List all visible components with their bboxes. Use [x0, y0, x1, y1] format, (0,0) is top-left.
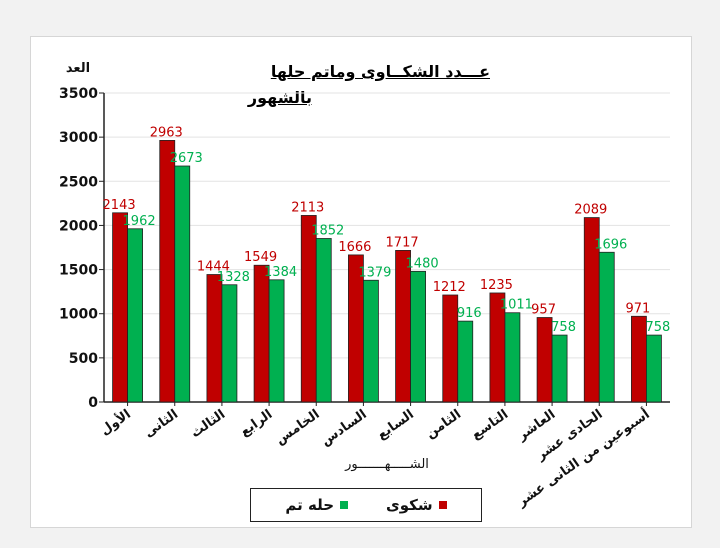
data-label-complaints: 2963	[150, 125, 183, 140]
x-tick-label: الأول	[97, 405, 134, 438]
bar-resolved	[174, 165, 191, 403]
data-label-resolved: 1962	[123, 214, 156, 229]
x-tick-label: التاسع	[469, 407, 511, 443]
data-label-complaints: 1549	[244, 250, 277, 265]
bar-resolved	[363, 279, 379, 403]
x-tick-label: الخامس	[273, 407, 323, 448]
y-tick-label: 3000	[59, 130, 98, 146]
y-tick-label: 2000	[59, 218, 98, 234]
data-label-complaints: 1666	[338, 240, 371, 255]
x-tick-label: الثانى	[142, 407, 181, 441]
data-label-complaints: 2089	[574, 203, 607, 218]
y-axis-label: العد	[66, 61, 90, 76]
legend-item-complaints: شكوى	[386, 496, 447, 514]
data-label-complaints: 1717	[386, 235, 419, 250]
data-label-resolved: 1379	[358, 265, 391, 280]
y-tick-label: 500	[69, 351, 98, 367]
data-label-resolved: 1480	[406, 256, 439, 271]
bar-resolved	[268, 279, 285, 403]
data-label-complaints: 1212	[433, 280, 466, 295]
bar-complaints	[253, 264, 270, 403]
data-label-resolved: 1384	[264, 265, 297, 280]
x-tick-label: الثامن	[423, 407, 464, 442]
data-label-resolved: 1011	[500, 298, 533, 313]
data-label-resolved: 758	[551, 320, 576, 335]
data-label-complaints: 1235	[480, 278, 513, 293]
legend-swatch-resolved	[340, 501, 349, 509]
bar-complaints	[300, 215, 317, 403]
bar-complaints	[631, 315, 647, 403]
legend-swatch-complaints	[438, 501, 447, 509]
bar-resolved	[504, 312, 521, 403]
y-tick-label: 2500	[59, 174, 98, 190]
y-tick-label: 1500	[59, 263, 98, 279]
bar-resolved	[598, 251, 615, 403]
data-label-complaints: 2143	[103, 198, 136, 213]
x-tick-label: السادس	[318, 407, 369, 449]
data-label-resolved: 1852	[311, 223, 344, 238]
bar-resolved	[315, 238, 332, 403]
bar-resolved	[221, 284, 238, 403]
data-label-resolved: 758	[646, 320, 671, 335]
y-tick-label: 3500	[59, 86, 98, 102]
x-tick-label: الثالث	[188, 407, 228, 441]
x-axis-label: الشـــــهـــــــور	[344, 457, 429, 472]
data-label-complaints: 1444	[197, 260, 230, 275]
x-tick-label: الرابع	[238, 407, 276, 440]
x-tick-label: السابع	[375, 407, 417, 443]
bar-complaints	[206, 274, 223, 403]
data-label-resolved: 2673	[170, 151, 203, 166]
bar-resolved	[410, 270, 426, 403]
data-label-complaints: 971	[626, 301, 651, 316]
legend-label-complaints: شكوى	[386, 496, 433, 514]
data-label-resolved: 916	[457, 306, 482, 321]
bar-resolved	[457, 320, 474, 403]
chart-legend: شكوى حله تم	[250, 488, 482, 522]
legend-item-resolved: حله تم	[285, 496, 349, 514]
data-label-resolved: 1328	[217, 270, 250, 285]
bar-complaints	[395, 250, 411, 403]
bar-resolved	[127, 228, 143, 403]
bar-complaints	[159, 140, 176, 403]
data-label-complaints: 957	[531, 303, 556, 318]
legend-label-resolved: حله تم	[285, 496, 335, 514]
y-tick-label: 1000	[59, 307, 98, 323]
bar-complaints	[536, 317, 553, 403]
bar-resolved	[551, 334, 568, 403]
data-label-resolved: 1696	[594, 237, 627, 252]
y-tick-label: 0	[88, 395, 98, 411]
data-label-complaints: 2113	[291, 200, 324, 215]
bar-complaints	[442, 294, 459, 403]
chart-title-line-1: عـــدد الشكــاوى وماتم حلها	[270, 62, 490, 81]
bar-complaints	[112, 212, 128, 403]
bar-resolved	[646, 334, 662, 403]
